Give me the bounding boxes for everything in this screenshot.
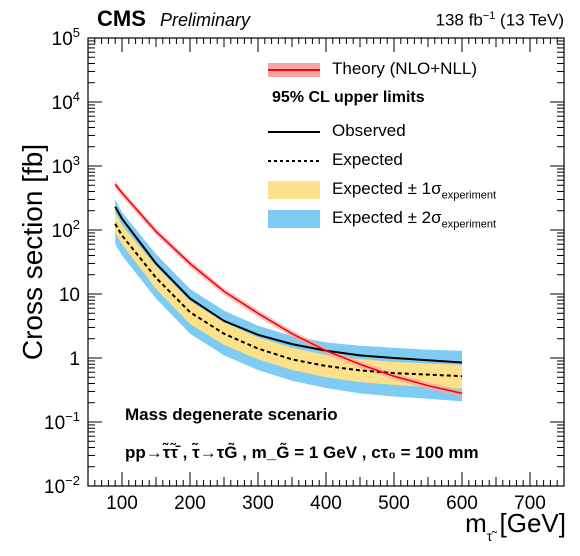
y-tick-label: 1 xyxy=(69,349,80,370)
process-annotation: pp→τ̃τ̃̄ , τ̃→τG̃ , m_G̃ = 1 GeV , cτ₀ =… xyxy=(125,443,479,462)
x-tick-label: 500 xyxy=(378,493,410,514)
y-tick-label: 104 xyxy=(52,89,80,114)
x-tick-label: 400 xyxy=(310,493,342,514)
y-tick-label: 10−2 xyxy=(44,473,80,498)
observed-limit-line xyxy=(114,206,463,364)
legend-heading: 95% CL upper limits xyxy=(272,89,425,106)
expected-limit-line xyxy=(114,223,463,378)
legend-entry-observed: Observed xyxy=(268,118,568,147)
x-axis-label: mτ̃ [GeV] xyxy=(465,508,566,544)
legend: Theory (NLO+NLL) 95% CL upper limits Obs… xyxy=(268,56,568,234)
legend-entry-theory: Theory (NLO+NLL) xyxy=(268,56,568,85)
band2-swatch xyxy=(268,210,320,228)
theory-line xyxy=(114,183,463,395)
legend-entry-band1: Expected ± 1σexperiment xyxy=(268,176,568,205)
legend-label-expected: Expected xyxy=(332,150,403,169)
expected-swatch xyxy=(268,160,320,162)
legend-entry-band2: Expected ± 2σexperiment xyxy=(268,205,568,234)
x-tick-label: 200 xyxy=(174,493,206,514)
expected-2sigma-band xyxy=(115,199,462,402)
theory-swatch xyxy=(268,63,320,77)
x-tick-label: 600 xyxy=(446,493,478,514)
y-tick-label: 103 xyxy=(52,153,80,178)
y-tick-label: 10 xyxy=(59,285,80,306)
legend-entry-expected: Expected xyxy=(268,147,568,176)
observed-swatch xyxy=(268,131,320,133)
legend-label-theory: Theory (NLO+NLL) xyxy=(332,59,478,78)
scenario-annotation: Mass degenerate scenario xyxy=(125,405,338,424)
luminosity-label: 138 fb−1 (13 TeV) xyxy=(435,10,564,30)
y-tick-label: 102 xyxy=(52,217,80,242)
y-axis-label: Cross section [fb] xyxy=(17,143,48,361)
status-label: Preliminary xyxy=(160,10,251,30)
y-tick-label: 10−1 xyxy=(44,409,80,434)
x-tick-label: 300 xyxy=(242,493,274,514)
experiment-label: CMS xyxy=(97,6,146,31)
legend-label-band1: Expected ± 1σexperiment xyxy=(332,179,497,202)
expected-1sigma-band xyxy=(115,212,462,389)
band1-swatch xyxy=(268,181,320,199)
y-tick-label: 105 xyxy=(52,25,80,50)
legend-label-observed: Observed xyxy=(332,121,406,140)
legend-label-band2: Expected ± 2σexperiment xyxy=(332,208,497,231)
x-tick-label: 100 xyxy=(106,493,138,514)
x-tick-label: 700 xyxy=(514,493,546,514)
